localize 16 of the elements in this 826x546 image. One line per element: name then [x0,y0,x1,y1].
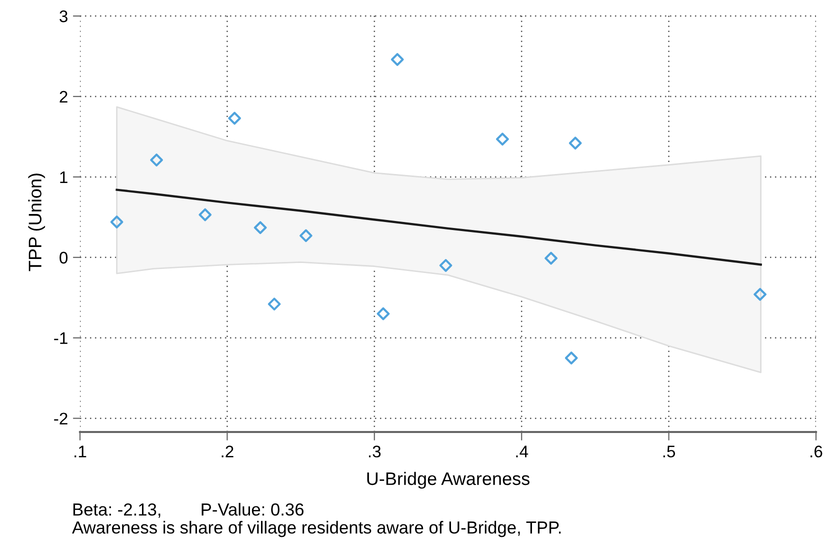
x-tick-label: .5 [663,446,676,458]
y-tick-label: -2 [54,412,68,424]
x-tick-label: .1 [74,446,86,458]
text: Beta: -2.13, P-Value: 0.36 [73,502,304,518]
x-tick-label: .3 [368,446,381,458]
x-axis-title: U-Bridge Awareness [367,472,530,489]
text: Awareness is share of village residents aware of U-Bridge, TPP. [72,520,561,538]
x-tick-label: .6 [810,446,822,458]
x-tick-label: .2 [222,446,234,458]
y-tick-label: 1 [60,172,68,183]
x-tick-label: .4 [516,446,528,458]
y-tick-label: 2 [60,90,68,103]
y-tick-label: -1 [54,332,68,344]
y-tick-label: 0 [60,252,68,264]
y-axis-title: TPP (Union) [28,174,46,272]
y-tick-label: 3 [60,10,68,22]
